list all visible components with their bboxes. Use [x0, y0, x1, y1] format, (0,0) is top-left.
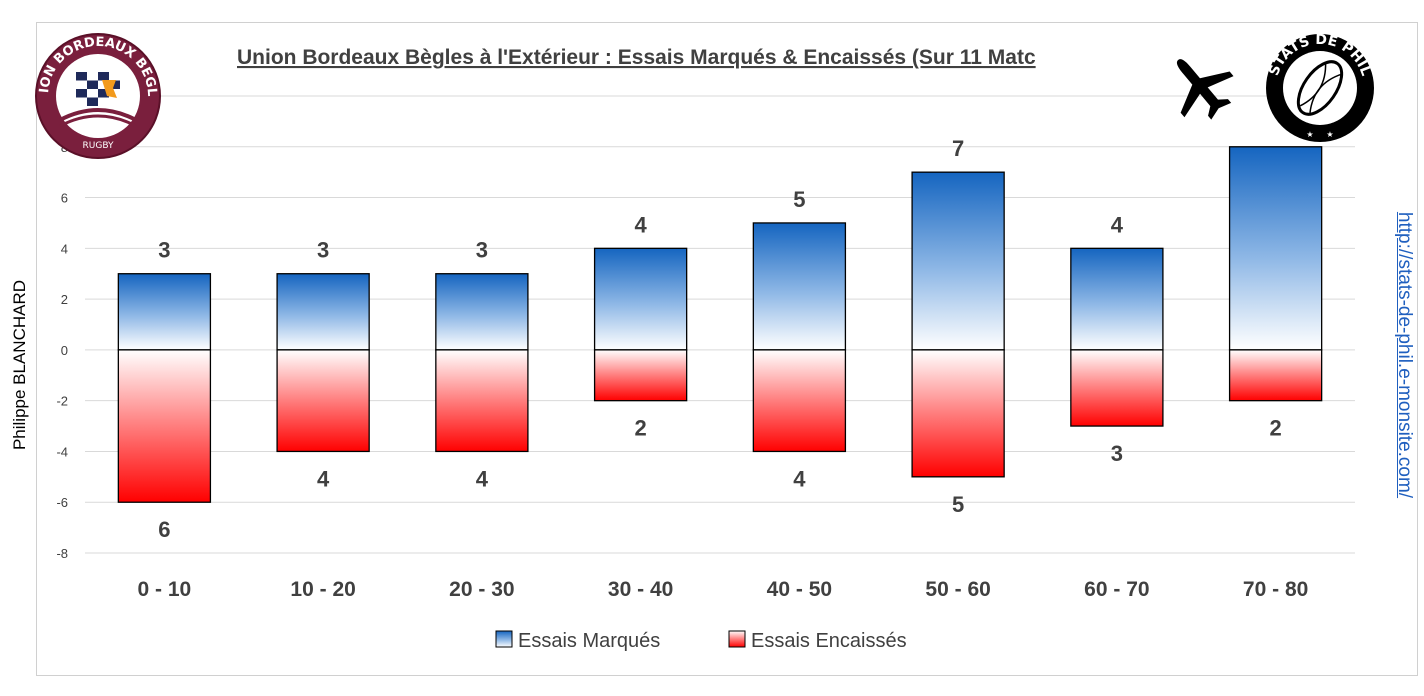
bar-scored — [752, 222, 847, 351]
club-logo: UNION BORDEAUX BEGLES RUGBY — [35, 33, 161, 159]
legend: Essais Marqués Essais Encaissés — [495, 630, 907, 652]
airplane-icon — [1176, 59, 1234, 120]
data-label-conceded: 2 — [635, 416, 647, 441]
bar-scored — [1070, 247, 1164, 351]
bar-scored — [117, 273, 212, 351]
gridlines — [85, 95, 1355, 554]
data-label-scored: 4 — [1111, 212, 1124, 237]
data-label-conceded: 5 — [952, 492, 964, 517]
legend-label-scored: Essais Marqués — [518, 630, 660, 652]
data-label-scored: 7 — [952, 136, 964, 161]
data-label-scored: 4 — [635, 212, 648, 237]
x-category-label: 10 - 20 — [290, 578, 355, 601]
bar-conceded — [911, 349, 1005, 478]
legend-swatch-scored — [495, 630, 513, 648]
bar-scored — [435, 273, 529, 351]
data-label-conceded: 4 — [793, 466, 806, 491]
bar-conceded — [1070, 349, 1164, 427]
data-label-scored: 3 — [158, 238, 170, 263]
chart-frame — [36, 22, 1418, 676]
y-tick-label: 0 — [61, 343, 68, 358]
bar-conceded — [435, 349, 529, 453]
data-labels: 3 6 3 4 3 4 4 2 5 4 7 5 4 3 2 — [158, 136, 1282, 542]
x-category-label: 50 - 60 — [925, 578, 990, 601]
x-axis-categories: 0 - 10 10 - 20 20 - 30 30 - 40 40 - 50 50 - 6… — [138, 578, 1309, 601]
x-category-label: 0 - 10 — [138, 578, 192, 601]
svg-text:★: ★ — [1326, 130, 1333, 139]
bar-conceded — [117, 349, 212, 503]
bar-scored — [593, 247, 688, 351]
data-label-conceded: 3 — [1111, 441, 1123, 466]
legend-swatch-conceded — [728, 630, 746, 648]
x-category-label: 40 - 50 — [767, 578, 832, 601]
data-label-scored: 5 — [793, 187, 805, 212]
y-tick-label: 2 — [61, 292, 68, 307]
club-logo-sub: RUGBY — [83, 141, 114, 151]
y-tick-label: -6 — [56, 495, 68, 510]
svg-text:★: ★ — [1306, 130, 1313, 139]
bar-conceded — [752, 349, 847, 453]
bar-scored — [276, 273, 370, 351]
chart-title: Union Bordeaux Bègles à l'Extérieur : Es… — [237, 46, 1036, 69]
bar-scored — [911, 171, 1005, 351]
y-tick-label: 6 — [61, 191, 68, 206]
x-category-label: 20 - 30 — [449, 578, 514, 601]
bar-conceded — [1228, 349, 1323, 402]
y-tick-label: -4 — [56, 444, 68, 459]
bar-conceded — [593, 349, 688, 402]
bar-scored — [1228, 146, 1323, 351]
data-label-conceded: 6 — [158, 517, 170, 542]
legend-label-conceded: Essais Encaissés — [751, 630, 907, 652]
data-label-scored: 3 — [317, 238, 329, 263]
data-label-scored: 3 — [476, 238, 488, 263]
y-tick-label: -8 — [56, 546, 68, 561]
y-tick-label: 4 — [61, 241, 68, 256]
y-axis-ticks: -8-6-4-202468 — [56, 140, 68, 561]
stats-de-phil-badge: STATS DE PHIL ★ ★ — [1266, 32, 1374, 142]
y-tick-label: -2 — [56, 394, 68, 409]
x-category-label: 30 - 40 — [608, 578, 673, 601]
x-category-label: 60 - 70 — [1084, 578, 1149, 601]
bar-conceded — [276, 349, 370, 453]
data-label-conceded: 4 — [317, 466, 330, 491]
x-category-label: 70 - 80 — [1243, 578, 1308, 601]
bars-group — [117, 146, 1323, 503]
data-label-conceded: 4 — [476, 466, 489, 491]
data-label-conceded: 2 — [1270, 416, 1282, 441]
